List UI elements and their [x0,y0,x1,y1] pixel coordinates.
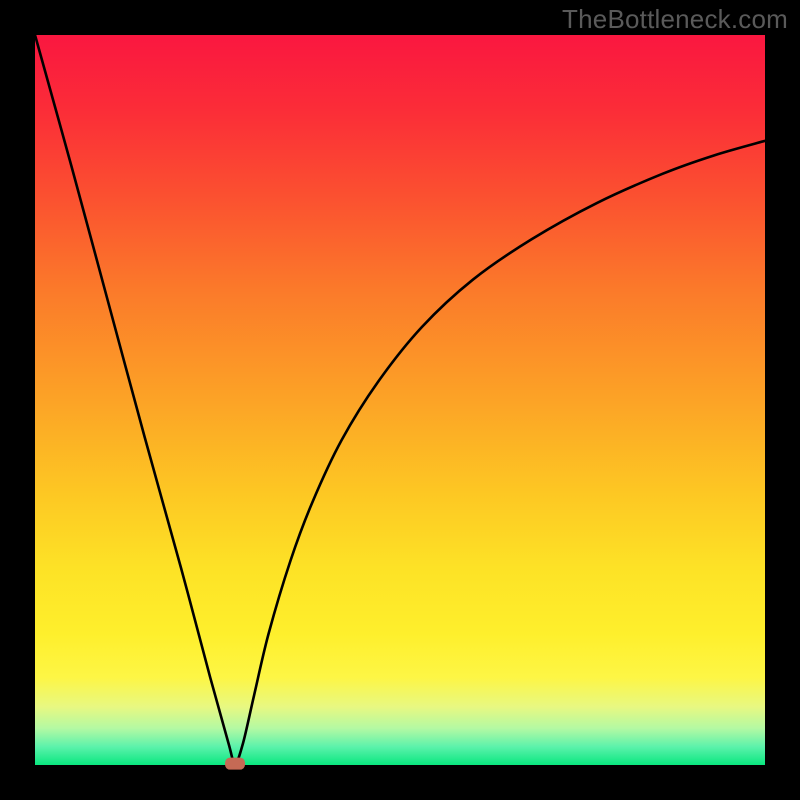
watermark-text: TheBottleneck.com [562,4,788,35]
plot-background [35,35,765,765]
minimum-marker [225,758,245,770]
chart-frame: TheBottleneck.com [0,0,800,800]
chart-svg [0,0,800,800]
